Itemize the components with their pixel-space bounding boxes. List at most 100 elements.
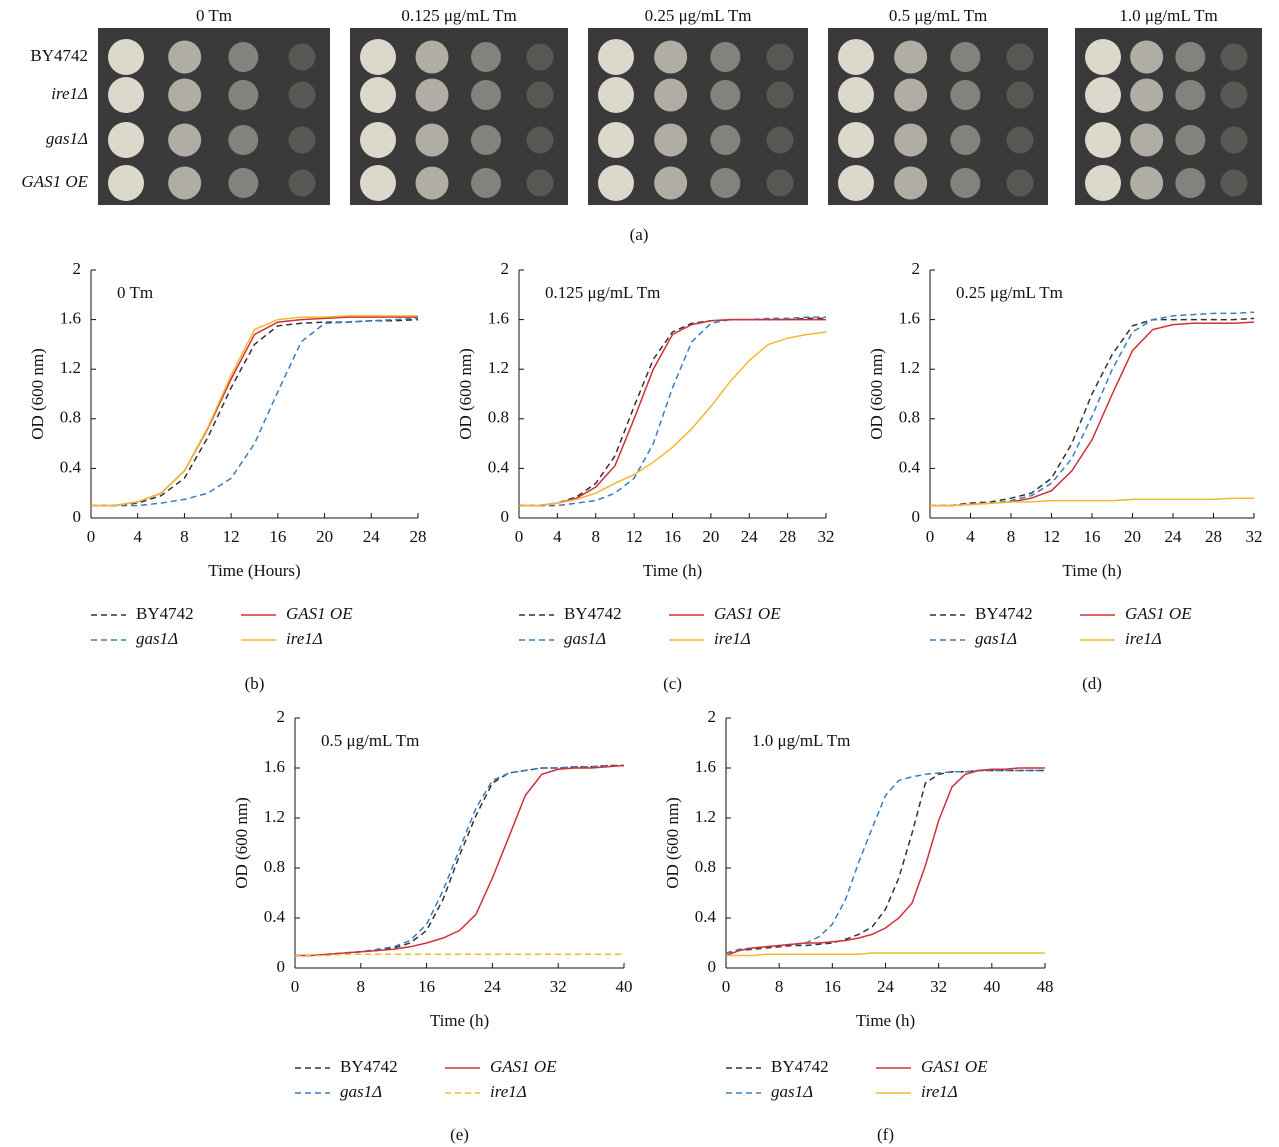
spot [838,165,874,201]
spot [471,42,501,72]
x-tick-label: 8 [592,527,601,546]
x-tick-label: 20 [1124,527,1141,546]
y-tick-label: 0.4 [60,457,82,476]
y-tick-label: 0 [912,507,921,526]
x-tick-label: 12 [626,527,643,546]
spot [1221,82,1248,109]
spot [228,80,258,110]
spot [1130,41,1163,74]
x-tick-label: 16 [269,527,286,546]
x-tick-label: 16 [1084,527,1101,546]
y-tick-label: 0.8 [695,857,716,876]
chart-title: 0.125 μg/mL Tm [545,283,660,302]
spot [598,122,634,158]
y-tick-label: 2 [501,259,510,278]
legend-label: ire1Δ [714,629,751,648]
condition-label: 0 Tm [196,6,232,25]
legend-label: GAS1 OE [921,1057,988,1076]
spot [471,168,501,198]
spot [228,168,258,198]
y-tick-label: 2 [912,259,921,278]
x-tick-label: 16 [824,977,841,996]
strain-label: gas1Δ [46,129,88,148]
spot [654,124,687,157]
series-line [519,318,826,505]
x-tick-label: 40 [616,977,633,996]
chart-title: 1.0 μg/mL Tm [752,731,850,750]
series-line [91,318,418,505]
legend-label: GAS1 OE [714,604,781,623]
spot [767,44,794,71]
spot [360,122,396,158]
x-axis-label: Time (h) [643,561,702,580]
y-axis-label: OD (600 nm) [28,348,47,440]
y-tick-label: 1.6 [899,309,920,328]
spot [1175,80,1205,110]
figure: 0 Tm0.125 μg/mL Tm0.25 μg/mL Tm0.5 μg/mL… [0,0,1279,1147]
legend-label: ire1Δ [1125,629,1162,648]
legend-label: gas1Δ [136,629,178,648]
spot [598,39,634,75]
y-tick-label: 0.8 [899,408,920,427]
spot [1175,168,1205,198]
y-tick-label: 0 [501,507,510,526]
panel-caption: (f) [877,1125,894,1144]
condition-label: 0.125 μg/mL Tm [401,6,516,25]
x-axis-label: Time (h) [856,1011,915,1030]
spot [108,39,144,75]
strain-label: BY4742 [30,46,88,65]
y-tick-label: 0.8 [264,857,285,876]
spot [168,41,201,74]
spot [1130,167,1163,200]
condition-label: 0.5 μg/mL Tm [889,6,987,25]
legend-label: gas1Δ [564,629,606,648]
x-tick-label: 8 [180,527,189,546]
y-axis-label: OD (600 nm) [232,797,251,889]
spot [1221,170,1248,197]
x-tick-label: 24 [741,527,759,546]
y-tick-label: 2 [277,707,286,726]
legend-label: ire1Δ [490,1082,527,1101]
spot [1130,124,1163,157]
spot [416,41,449,74]
spot [1007,44,1034,71]
y-tick-label: 0.8 [488,408,509,427]
y-tick-label: 0 [708,957,717,976]
spot [894,41,927,74]
spot [894,167,927,200]
spot [108,122,144,158]
spot [228,125,258,155]
x-tick-label: 0 [291,977,300,996]
spot [289,44,316,71]
spot [527,44,554,71]
spot [950,168,980,198]
spot [767,127,794,154]
y-tick-label: 0.8 [60,408,81,427]
series-line [519,332,826,506]
series-line [295,954,624,955]
y-tick-label: 0.4 [899,457,921,476]
series-line [295,766,624,956]
spot [1221,127,1248,154]
spot [360,77,396,113]
legend-label: BY4742 [136,604,194,623]
y-tick-label: 1.2 [695,807,716,826]
spot [1085,77,1121,113]
x-tick-label: 4 [553,527,562,546]
spot [1007,127,1034,154]
y-tick-label: 1.6 [264,757,285,776]
y-axis-label: OD (600 nm) [663,797,682,889]
spot [1085,122,1121,158]
spot [710,80,740,110]
legend-label: gas1Δ [771,1082,813,1101]
x-axis-label: Time (h) [1062,561,1121,580]
series-line [930,498,1254,505]
spot [950,42,980,72]
legend-label: GAS1 OE [286,604,353,623]
spot [654,167,687,200]
x-tick-label: 24 [877,977,895,996]
panel-caption: (c) [663,674,682,693]
legend-label: BY4742 [975,604,1033,623]
x-tick-label: 8 [1007,527,1016,546]
spot [598,165,634,201]
